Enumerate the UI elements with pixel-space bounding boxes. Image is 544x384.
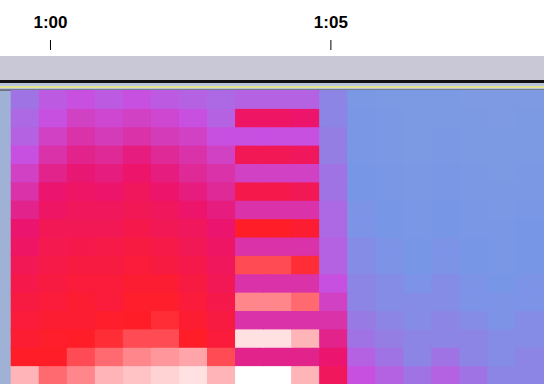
svg-text:1:00: 1:00 xyxy=(33,13,67,32)
svg-text:1:05: 1:05 xyxy=(314,13,348,32)
